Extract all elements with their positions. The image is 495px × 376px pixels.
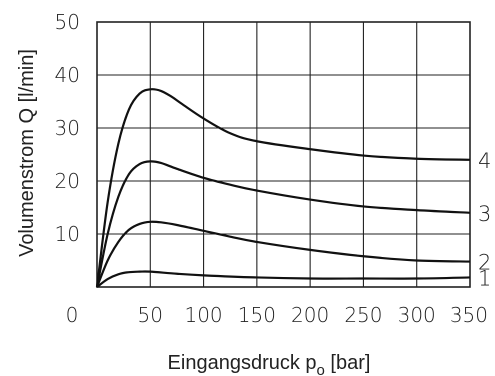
series-line-4 bbox=[95, 88, 471, 288]
series-line-2 bbox=[95, 220, 471, 288]
y-tick-label: 40 bbox=[55, 63, 80, 87]
series-label-3: 3 bbox=[478, 202, 491, 226]
x-tick-label: 300 bbox=[398, 303, 436, 327]
series-line-1 bbox=[96, 270, 471, 288]
x-tick-label: 150 bbox=[238, 303, 276, 327]
x-axis-title-subscript: o bbox=[317, 362, 325, 376]
curves bbox=[95, 88, 471, 288]
x-tick-label: 200 bbox=[291, 303, 329, 327]
series-line-3 bbox=[95, 160, 471, 288]
y-tick-label: 10 bbox=[55, 222, 80, 246]
x-tick-label: 350 bbox=[450, 303, 488, 327]
series-label-1: 1 bbox=[478, 266, 491, 290]
x-axis-title: Eingangsdruck po [bar] bbox=[168, 352, 371, 376]
x-axis-title-main: Eingangsdruck p bbox=[168, 352, 317, 374]
x-tick-labels: 0 50 100 150 200 250 300 350 bbox=[66, 303, 488, 327]
plot-frame bbox=[96, 21, 471, 288]
x-tick-label: 250 bbox=[344, 303, 382, 327]
series-label-2: 2 bbox=[478, 251, 491, 275]
x-tick-label: 0 bbox=[66, 303, 79, 327]
series-label-4: 4 bbox=[478, 149, 491, 173]
grid bbox=[96, 21, 471, 288]
y-tick-label: 50 bbox=[55, 10, 80, 34]
x-tick-label: 50 bbox=[138, 303, 163, 327]
y-tick-labels: 10 20 30 40 50 bbox=[55, 10, 80, 246]
y-tick-label: 30 bbox=[55, 116, 80, 140]
y-axis-title: Volumenstrom Q [l/min] bbox=[16, 49, 38, 257]
curve-labels: 12 3 4 bbox=[478, 149, 491, 291]
x-axis-title-unit: [bar] bbox=[325, 352, 371, 374]
y-tick-label: 20 bbox=[55, 169, 80, 193]
x-tick-label: 100 bbox=[184, 303, 222, 327]
